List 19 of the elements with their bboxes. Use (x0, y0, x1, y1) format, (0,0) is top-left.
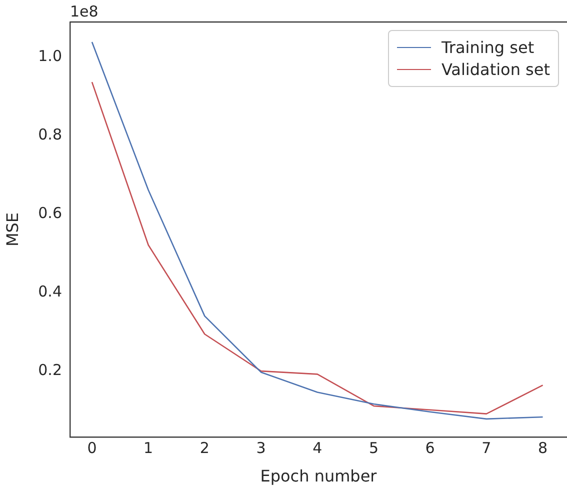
x-tick-label: 3 (256, 438, 266, 457)
x-tick-label: 0 (87, 438, 97, 457)
x-tick-label: 6 (425, 438, 435, 457)
x-tick-label: 4 (312, 438, 322, 457)
legend-label: Training set (441, 38, 534, 57)
y-tick-label: 0.2 (38, 360, 62, 379)
legend-label: Validation set (441, 60, 550, 79)
y-tick-label: 0.6 (38, 204, 62, 222)
y-axis-title: MSE (2, 212, 22, 247)
y-tick-label: 0.8 (38, 125, 62, 144)
x-tick-label: 7 (482, 438, 492, 457)
x-tick-label: 8 (538, 438, 548, 457)
y-tick-label: 0.4 (38, 282, 62, 300)
x-tick-label: 5 (368, 438, 378, 457)
x-tick-label: 2 (200, 438, 210, 457)
x-tick-label: 1 (144, 438, 154, 457)
x-axis-title: Epoch number (260, 466, 378, 486)
text: 1e8 (70, 2, 98, 20)
y-tick-label: 1.0 (38, 46, 62, 65)
